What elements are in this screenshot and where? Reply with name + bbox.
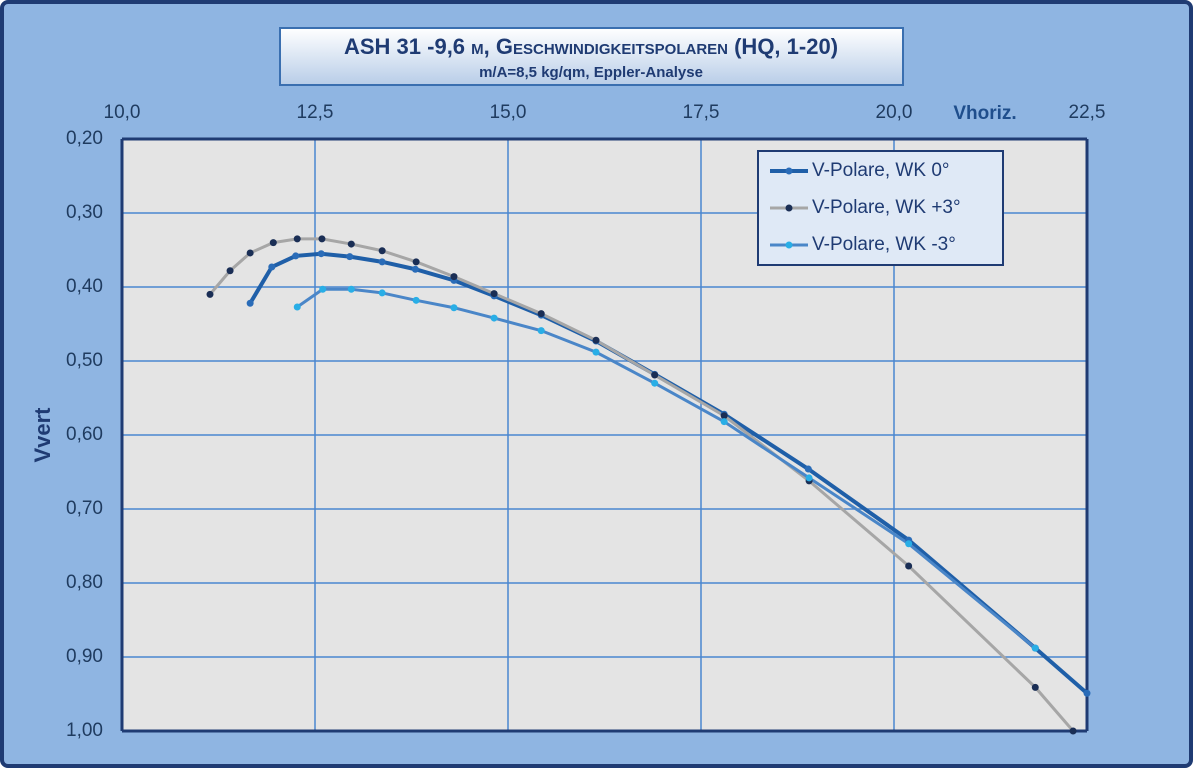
legend-marker <box>785 241 793 249</box>
data-point <box>1031 683 1039 691</box>
data-point <box>206 290 214 298</box>
data-point <box>412 258 420 266</box>
series-line <box>296 287 1037 650</box>
data-point <box>293 303 301 311</box>
data-point <box>378 289 386 297</box>
x-axis-label: Vhoriz. <box>953 103 1016 124</box>
data-point <box>720 418 728 426</box>
data-point <box>319 285 327 293</box>
data-point <box>346 253 354 261</box>
legend-label: V-Polare, WK -3° <box>812 234 956 255</box>
data-point <box>246 299 254 307</box>
data-point <box>268 263 276 271</box>
y-tick-label: 0,70 <box>66 498 103 519</box>
data-point <box>651 379 659 387</box>
x-tick-label: 17,5 <box>683 102 720 123</box>
chart-subtitle: m/A=8,5 kg/qm, Eppler-Analyse <box>479 64 703 81</box>
x-tick-label: 20,0 <box>876 102 913 123</box>
y-tick-label: 0,80 <box>66 572 103 593</box>
data-point <box>246 249 254 257</box>
title-box <box>279 27 904 86</box>
legend-marker <box>785 204 793 212</box>
plot-area: 10,0 12,5 15,0 17,5 20,0 22,5 0,20 0,30 0,40 0,50… <box>66 102 1105 741</box>
y-tick-label: 0,90 <box>66 646 103 667</box>
x-tick-label: 15,0 <box>490 102 527 123</box>
data-point <box>651 371 659 379</box>
x-tick-label: 12,5 <box>297 102 334 123</box>
data-point <box>592 348 600 356</box>
x-tick-label: 10,0 <box>104 102 141 123</box>
y-tick-label: 1,00 <box>66 720 103 741</box>
y-tick-label: 0,60 <box>66 424 103 445</box>
chart-title: ASH 31 -9,6 m, Geschwindigkeitspolaren (… <box>344 34 838 59</box>
data-point <box>490 314 498 322</box>
data-point <box>592 336 600 344</box>
data-point <box>537 327 545 335</box>
data-point <box>412 296 420 304</box>
y-tick-label: 0,30 <box>66 202 103 223</box>
data-point <box>905 562 913 570</box>
data-point <box>1031 644 1039 652</box>
data-point <box>805 474 813 482</box>
data-point <box>269 239 277 247</box>
y-axis-label: Vvert <box>30 407 55 463</box>
legend-marker <box>785 167 793 175</box>
data-point <box>1083 689 1091 697</box>
data-point <box>1069 727 1077 735</box>
data-point <box>317 250 325 258</box>
data-point <box>378 258 386 266</box>
legend-label: V-Polare, WK +3° <box>812 197 961 218</box>
data-point <box>226 267 234 275</box>
data-point <box>804 465 812 473</box>
data-point <box>293 235 301 243</box>
data-point <box>378 247 386 255</box>
data-point <box>905 540 913 548</box>
data-point <box>490 290 498 298</box>
data-point <box>347 285 355 293</box>
data-point <box>411 265 419 273</box>
data-point <box>450 304 458 312</box>
legend-label: V-Polare, WK 0° <box>812 160 949 181</box>
data-point <box>292 252 300 260</box>
data-point <box>318 235 326 243</box>
x-tick-label: 22,5 <box>1069 102 1106 123</box>
y-tick-label: 0,20 <box>66 128 103 149</box>
y-tick-label: 0,40 <box>66 276 103 297</box>
y-tick-label: 0,50 <box>66 350 103 371</box>
data-point <box>720 412 728 420</box>
data-point <box>450 273 458 281</box>
data-point <box>537 310 545 318</box>
data-point <box>347 240 355 248</box>
